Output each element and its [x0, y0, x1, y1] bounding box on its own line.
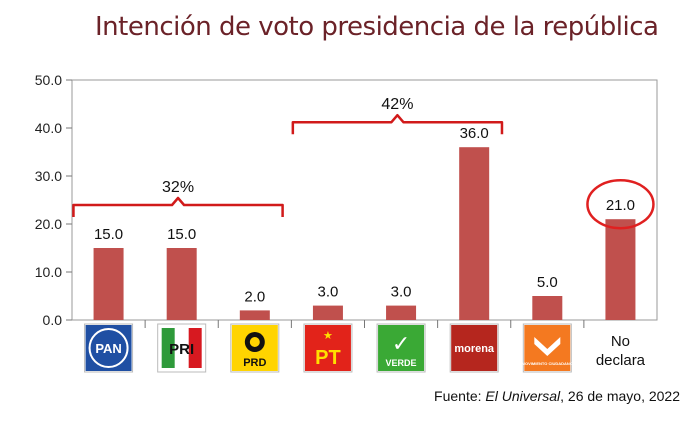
- pri-red-band: [188, 328, 202, 368]
- bar-value-label: 15.0: [94, 226, 123, 243]
- bar-value-label: 5.0: [537, 274, 558, 291]
- category-label: declara: [596, 352, 646, 369]
- logo-text: PT: [315, 347, 341, 369]
- plot-frame: [71, 79, 658, 321]
- mc-eagle-icon: [534, 337, 561, 356]
- logo-background: [85, 325, 132, 371]
- bar: [532, 296, 563, 320]
- bar: [459, 147, 490, 320]
- highlight-circle: [586, 178, 655, 230]
- bar: [166, 248, 197, 320]
- y-tick-label: 40.0: [35, 120, 62, 136]
- pt-star-icon: ★: [323, 330, 333, 342]
- verde-check-icon: ✓: [392, 331, 410, 356]
- logo-text: PAN: [95, 341, 121, 356]
- source-suffix: , 26 de mayo, 2022: [560, 388, 680, 404]
- source-note: Fuente: El Universal, 26 de mayo, 2022: [434, 388, 680, 404]
- source-outlet: El Universal: [485, 388, 561, 404]
- logo-background: [378, 325, 425, 371]
- group-percentage-label: 32%: [162, 179, 194, 196]
- y-tick-label: 0.0: [43, 312, 63, 328]
- bar-value-label: 2.0: [244, 288, 265, 305]
- bar: [93, 248, 124, 320]
- logo-text: PRI: [169, 341, 194, 358]
- group-percentage-label: 42%: [381, 96, 413, 113]
- chart-title: Intención de voto presidencia de la repú…: [95, 12, 659, 42]
- logo-background: [451, 325, 498, 371]
- bar-value-label: 15.0: [167, 226, 196, 243]
- category-label: No: [611, 333, 630, 350]
- logo-text: MOVIMIENTO CIUDADANO: [522, 361, 573, 366]
- bar-value-label: 21.0: [606, 197, 635, 214]
- logo-background: [304, 325, 351, 371]
- bar-value-label: 3.0: [391, 284, 412, 301]
- group-bracket: [291, 113, 504, 135]
- bar: [605, 219, 636, 320]
- y-tick-label: 50.0: [35, 72, 62, 88]
- bar-value-label: 36.0: [460, 125, 489, 142]
- source-prefix: Fuente:: [434, 388, 486, 404]
- logo-text: PRD: [243, 357, 266, 369]
- logo-text: morena: [454, 343, 495, 355]
- y-tick-label: 20.0: [35, 216, 62, 232]
- bar: [239, 310, 270, 320]
- logo-ring: [88, 328, 129, 368]
- pri-green-band: [161, 328, 175, 368]
- logo-text: VERDE: [386, 358, 417, 368]
- group-bracket: [72, 196, 284, 217]
- y-tick-label: 30.0: [35, 168, 62, 184]
- prd-sun-center: [249, 337, 260, 347]
- logo-background: [524, 325, 571, 371]
- bar: [386, 305, 417, 320]
- y-tick-label: 10.0: [35, 264, 62, 280]
- bar-value-label: 3.0: [318, 284, 339, 301]
- bar: [312, 305, 343, 320]
